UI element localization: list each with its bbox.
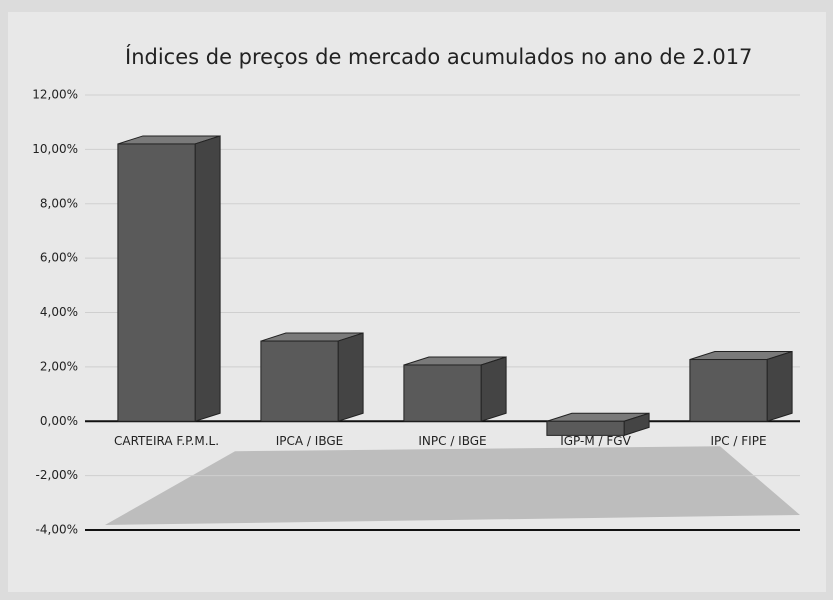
bar (689, 359, 768, 422)
x-tick-label: CARTEIRA F.P.M.L. (114, 434, 219, 448)
floor (105, 446, 800, 525)
bar-side (194, 135, 221, 422)
bar (546, 420, 625, 436)
x-tick-label: IGP-M / FGV (560, 434, 631, 448)
bar (117, 143, 196, 422)
bar (260, 340, 339, 422)
y-tick-label: 2,00% (40, 359, 78, 373)
bar-side (766, 350, 793, 422)
chart-title: Índices de preços de mercado acumulados … (125, 44, 752, 69)
bar (403, 364, 482, 422)
x-tick-label: INPC / IBGE (418, 434, 486, 448)
y-tick-label: 12,00% (32, 88, 78, 102)
bar-side (337, 332, 364, 422)
y-tick-label: -4,00% (36, 523, 78, 537)
y-tick-label: -2,00% (36, 468, 78, 482)
y-tick-label: 10,00% (32, 142, 78, 156)
y-tick-label: 0,00% (40, 414, 78, 428)
x-tick-label: IPC / FIPE (710, 434, 766, 448)
bar-side (480, 356, 507, 422)
y-tick-label: 4,00% (40, 305, 78, 319)
x-tick-label: IPCA / IBGE (276, 434, 343, 448)
y-tick-label: 6,00% (40, 251, 78, 265)
y-tick-label: 8,00% (40, 196, 78, 210)
